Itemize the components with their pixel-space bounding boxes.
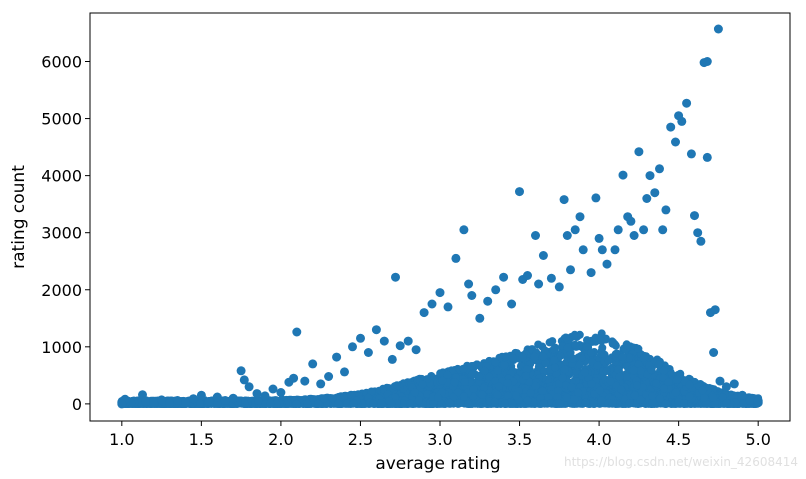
scatter-point xyxy=(587,348,595,357)
scatter-point xyxy=(550,356,559,365)
scatter-point xyxy=(572,333,581,341)
scatter-point xyxy=(571,340,580,349)
scatter-point xyxy=(612,349,621,358)
scatter-point xyxy=(583,336,591,345)
scatter-point xyxy=(673,375,682,384)
scatter-point xyxy=(556,352,565,361)
scatter-point xyxy=(554,386,563,395)
scatter-point xyxy=(577,354,586,363)
scatter-point xyxy=(598,343,607,352)
scatter-point xyxy=(453,388,462,397)
scatter-point xyxy=(584,374,593,383)
scatter-point xyxy=(525,377,534,386)
scatter-point xyxy=(540,367,548,376)
scatter-point xyxy=(560,365,569,374)
scatter-point xyxy=(552,369,561,378)
scatter-point xyxy=(545,338,554,347)
scatter-point xyxy=(534,340,543,349)
scatter-point xyxy=(634,344,643,353)
data-points xyxy=(117,24,763,409)
scatter-point xyxy=(558,374,567,383)
scatter-point xyxy=(622,372,631,381)
scatter-point xyxy=(502,352,510,361)
scatter-point xyxy=(625,353,634,362)
scatter-point xyxy=(659,366,668,375)
scatter-point xyxy=(618,353,627,362)
scatter-point xyxy=(551,363,559,372)
